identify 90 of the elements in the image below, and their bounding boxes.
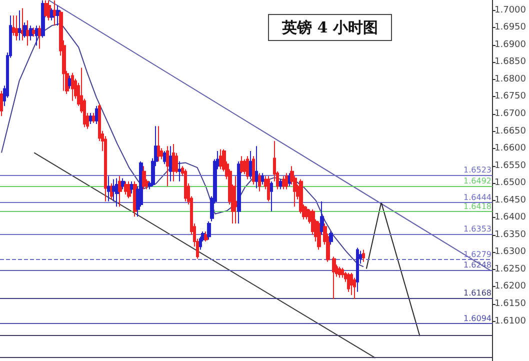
candlestick — [332, 256, 336, 300]
ref-line-label: 1.6444 — [464, 192, 492, 202]
ref-line-label: 1.6094 — [464, 314, 492, 323]
ref-line-label: 1.6168 — [464, 288, 492, 298]
candlestick — [21, 8, 24, 41]
candlestick — [258, 172, 261, 192]
candlestick — [12, 15, 15, 36]
candlestick — [246, 156, 249, 180]
candlestick — [47, 0, 51, 21]
candlestick — [15, 15, 18, 41]
y-tick-label: 1.6500 — [494, 178, 526, 188]
y-tick-label: 1.6950 — [494, 22, 526, 33]
candlestick — [347, 272, 350, 292]
candlestick — [23, 22, 27, 38]
y-tick-label: 1.6850 — [494, 57, 526, 68]
y-tick-label: 1.6900 — [494, 40, 526, 50]
ref-line-label: 1.6523 — [464, 166, 492, 175]
y-tick-label: 1.6400 — [494, 212, 526, 223]
candlestick — [234, 176, 238, 224]
candlestick — [341, 267, 344, 278]
y-tick-label: 1.6700 — [494, 109, 526, 119]
candlestick — [356, 247, 359, 292]
candlestick — [261, 172, 264, 185]
candlestick — [184, 168, 187, 202]
candlestick — [267, 176, 270, 202]
candlestick — [118, 176, 122, 208]
y-tick-label: 1.6300 — [494, 247, 526, 258]
candlestick — [169, 146, 172, 182]
ref-line-label: 1.6418 — [464, 202, 492, 211]
candlestick — [282, 176, 285, 190]
candlestick — [270, 180, 273, 212]
candlestick — [130, 180, 134, 194]
candlestick — [121, 178, 125, 190]
candlestick — [29, 25, 33, 41]
text: 英镑 4 小时图 — [281, 18, 378, 36]
y-tick-label: 1.6450 — [494, 195, 526, 206]
candlestick — [329, 230, 333, 246]
candlestick — [204, 230, 208, 242]
candlestick — [107, 176, 110, 202]
candlestick — [0, 90, 3, 117]
y-tick-label: 1.6650 — [494, 126, 526, 136]
candlestick — [252, 156, 255, 185]
candlestick — [178, 160, 181, 182]
candlestick — [320, 200, 324, 236]
candlestick — [95, 106, 98, 125]
candlestick — [350, 272, 353, 296]
candlestick — [35, 25, 39, 46]
candlestick — [172, 144, 175, 182]
candlestick — [41, 0, 45, 38]
candlestick — [166, 146, 169, 187]
candlestick — [237, 160, 241, 224]
candlestick — [32, 27, 36, 38]
candlestick — [68, 75, 71, 90]
y-tick-label: 1.6800 — [494, 74, 526, 84]
candlestick — [89, 112, 92, 125]
ref-line-label: 1.6279 — [464, 250, 492, 259]
candlestick — [255, 146, 258, 189]
y-tick-label: 1.6250 — [494, 264, 526, 274]
candlestick — [53, 0, 57, 26]
y-tick-label: 1.6100 — [494, 316, 526, 326]
y-tick-label: 1.6150 — [494, 299, 526, 309]
candlestick — [56, 5, 60, 26]
candlestick — [157, 126, 160, 162]
y-tick-label: 1.7000 — [494, 5, 526, 16]
candlestick — [285, 172, 288, 190]
y-tick-label: 1.6750 — [494, 92, 526, 102]
candlestick — [71, 72, 74, 102]
candlestick — [127, 180, 131, 199]
candlestick — [163, 150, 166, 165]
candlestick — [353, 277, 356, 300]
y-tick-label: 1.6600 — [494, 144, 526, 154]
candlestick — [279, 178, 282, 190]
candlestick — [207, 220, 211, 240]
y-tick-label: 1.6350 — [494, 230, 526, 240]
candlestick — [317, 220, 321, 250]
candlestick — [338, 266, 341, 278]
y-tick-label: 1.6550 — [494, 160, 526, 171]
candlestick — [115, 178, 119, 208]
ref-line-label: 1.6492 — [464, 176, 492, 186]
candlestick — [92, 112, 95, 124]
candlestick — [50, 8, 54, 21]
candlestick — [362, 249, 365, 262]
candlestick — [249, 150, 252, 180]
candlestick — [110, 182, 113, 200]
candlestick — [38, 25, 42, 50]
y-tick-label: 1.6200 — [494, 282, 526, 292]
candlestick — [18, 10, 21, 41]
ref-line-label: 1.6353 — [464, 224, 492, 234]
candlestick — [142, 166, 146, 190]
candlestick — [26, 20, 30, 46]
